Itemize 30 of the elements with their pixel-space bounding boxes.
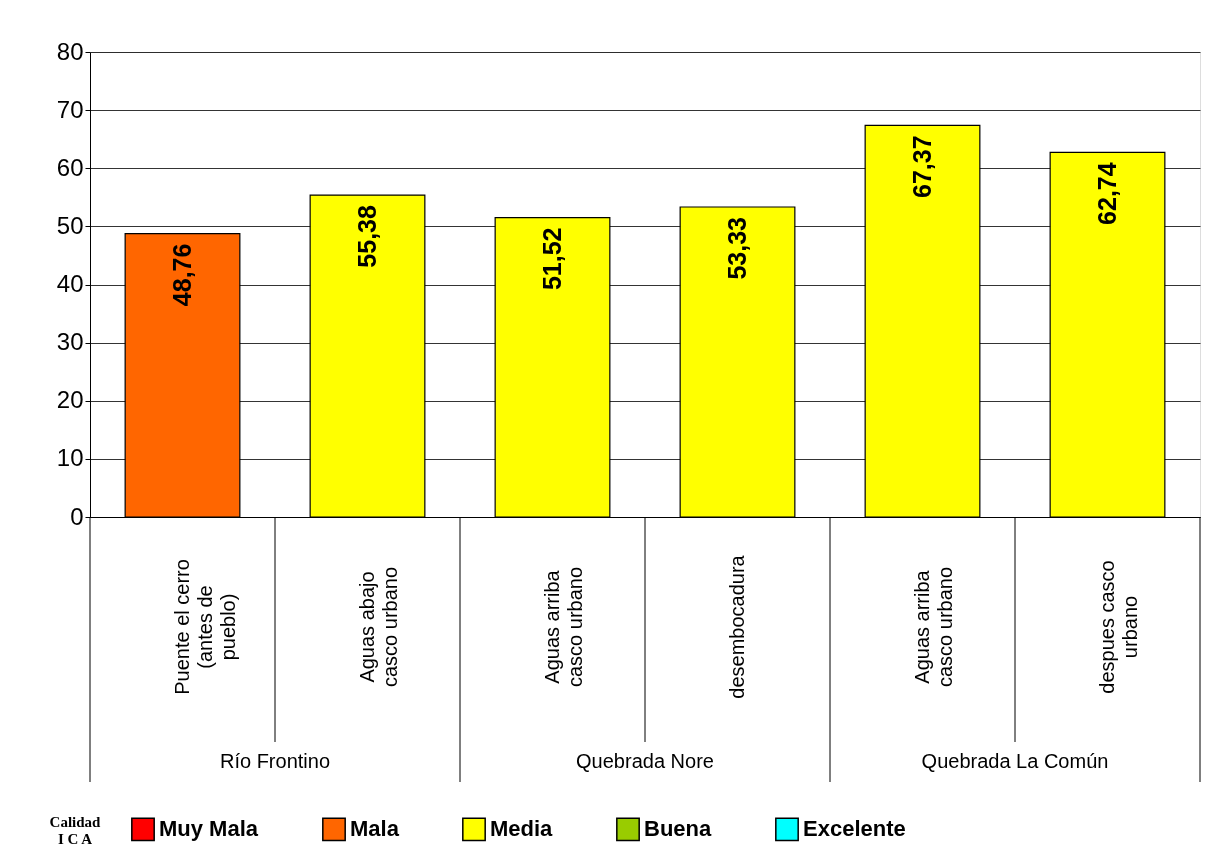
y-tick-label: 20 [56, 386, 84, 414]
y-tick-label: 60 [56, 153, 84, 181]
y-tick-label: 80 [56, 37, 84, 65]
legend-title: Calidad I C A [49, 814, 102, 847]
text: Río Frontino [219, 750, 331, 772]
data-label: 62,74 [1092, 162, 1121, 225]
legend-label: Excelente [803, 816, 906, 842]
legend-label: Mala [350, 816, 400, 842]
y-tick-label: 0 [70, 502, 84, 530]
data-label: 55,38 [352, 205, 381, 268]
y-tick-label: 50 [56, 211, 84, 239]
y-tick-label: 10 [56, 444, 84, 472]
y-tick-label: 40 [56, 270, 84, 297]
data-label: 51,52 [537, 227, 566, 291]
y-tick-label: 30 [56, 328, 84, 356]
x-tick-label: Puente el cerro (antes de pueblo) [170, 559, 239, 695]
legend-label: Media [490, 816, 554, 842]
x-tick-label: Aguas arriba casco urbano [910, 566, 956, 688]
x-tick-label: desembocadura [725, 554, 748, 699]
text: Quebrada La Común [921, 750, 1109, 772]
legend-label: Buena [644, 816, 712, 842]
text: Quebrada Nore [576, 750, 714, 772]
data-label: 67,37 [907, 135, 936, 198]
data-label: 53,33 [722, 217, 751, 280]
x-tick-label: despues casco urbano [1095, 560, 1141, 694]
y-tick-label: 70 [56, 95, 84, 123]
data-label: 48,76 [167, 243, 196, 307]
x-tick-label: Aguas arriba casco urbano [540, 566, 586, 688]
x-tick-label: Aguas abajo casco urbano [355, 566, 401, 688]
legend-label: Muy Mala [159, 816, 259, 842]
